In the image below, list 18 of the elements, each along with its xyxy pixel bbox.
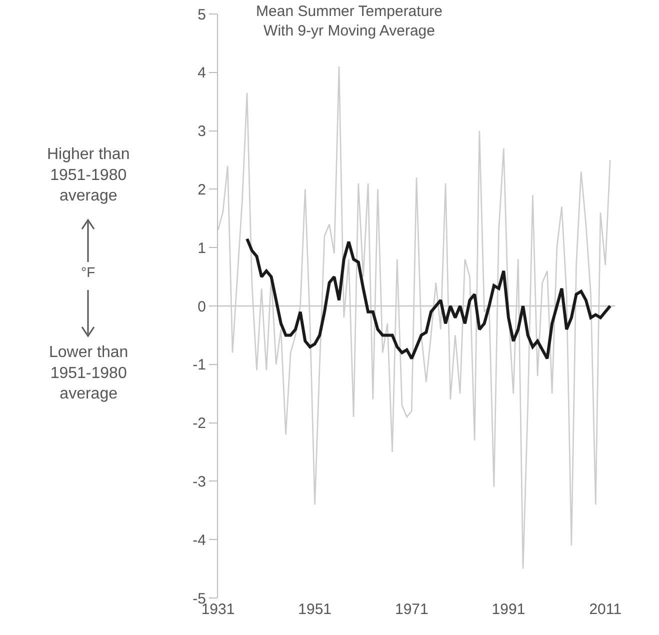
y-tick-label: -2 xyxy=(192,415,206,432)
y-tick-label: 4 xyxy=(198,64,206,82)
y-tick-label: 0 xyxy=(198,298,206,316)
y-tick-label: 2 xyxy=(198,181,206,198)
chart-title: Mean Summer Temperature With 9-yr Moving Average xyxy=(256,2,443,40)
y-tick-label: 5 xyxy=(198,6,206,24)
text: Lower than 1951-1980 average xyxy=(49,344,128,403)
x-tick-label: 1991 xyxy=(492,601,526,618)
y-tick-label: 3 xyxy=(198,123,206,140)
text: °F xyxy=(81,264,96,280)
x-tick-label: 1971 xyxy=(394,601,428,618)
x-tick-label: 1951 xyxy=(298,601,332,618)
y-tick-label: -4 xyxy=(192,532,206,549)
text: Higher than 1951-1980 average xyxy=(47,146,130,205)
y-tick-label: -1 xyxy=(192,356,206,374)
y-tick-label: -3 xyxy=(192,473,206,490)
y-tick-label: 1 xyxy=(198,240,206,257)
x-tick-label: 2011 xyxy=(589,601,622,618)
